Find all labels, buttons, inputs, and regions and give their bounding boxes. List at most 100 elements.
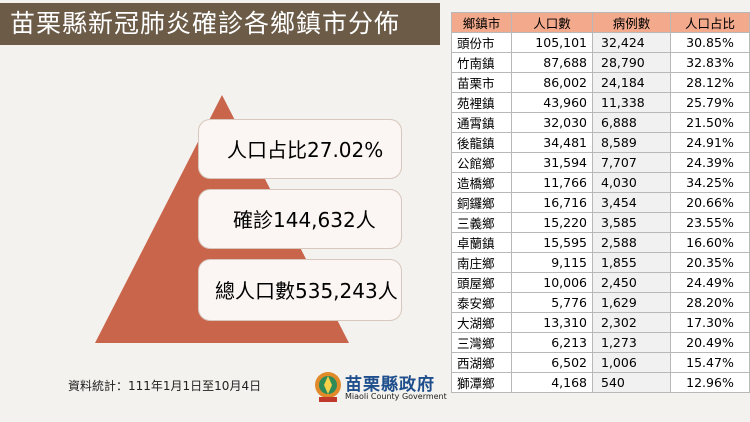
table-row: 後龍鎮 34,481 8,589 24.91% bbox=[451, 132, 750, 153]
cell-population: 105,101 bbox=[511, 32, 593, 53]
table-row: 公館鄉 31,594 7,707 24.39% bbox=[451, 152, 750, 173]
table-row: 通霄鎮 32,030 6,888 21.50% bbox=[451, 112, 750, 133]
table-row: 三義鄉 15,220 3,585 23.55% bbox=[451, 212, 750, 233]
cell-town: 三灣鄉 bbox=[451, 332, 512, 353]
cell-cases: 32,424 bbox=[592, 32, 671, 53]
table-row: 頭份市 105,101 32,424 30.85% bbox=[451, 32, 750, 53]
cell-cases: 11,338 bbox=[592, 92, 671, 113]
cell-town: 後龍鎮 bbox=[451, 132, 512, 153]
cell-ratio: 28.12% bbox=[670, 72, 750, 93]
cell-cases: 1,273 bbox=[592, 332, 671, 353]
cell-ratio: 16.60% bbox=[670, 232, 750, 253]
cell-population: 4,168 bbox=[511, 372, 593, 393]
header-ratio: 人口占比 bbox=[670, 12, 750, 33]
cell-cases: 1,629 bbox=[592, 292, 671, 313]
cell-population: 87,688 bbox=[511, 52, 593, 73]
cell-ratio: 24.91% bbox=[670, 132, 750, 153]
table-row: 竹南鎮 87,688 28,790 32.83% bbox=[451, 52, 750, 73]
table-row: 大湖鄉 13,310 2,302 17.30% bbox=[451, 312, 750, 333]
cell-population: 34,481 bbox=[511, 132, 593, 153]
population-ratio-text: 人口占比27.02% bbox=[227, 138, 384, 162]
cell-town: 西湖鄉 bbox=[451, 352, 512, 373]
cell-ratio: 20.35% bbox=[670, 252, 750, 273]
cell-town: 泰安鄉 bbox=[451, 292, 512, 313]
cell-ratio: 15.47% bbox=[670, 352, 750, 373]
table-row: 南庄鄉 9,115 1,855 20.35% bbox=[451, 252, 750, 273]
cell-cases: 2,302 bbox=[592, 312, 671, 333]
cell-cases: 2,450 bbox=[592, 272, 671, 293]
cell-town: 銅鑼鄉 bbox=[451, 192, 512, 213]
county-logo: 苗栗縣政府 Miaoli County Goverment bbox=[313, 368, 453, 408]
cell-cases: 28,790 bbox=[592, 52, 671, 73]
table-row: 泰安鄉 5,776 1,629 28.20% bbox=[451, 292, 750, 313]
cell-ratio: 24.49% bbox=[670, 272, 750, 293]
cell-cases: 6,888 bbox=[592, 112, 671, 133]
table-row: 頭屋鄉 10,006 2,450 24.49% bbox=[451, 272, 750, 293]
cell-ratio: 12.96% bbox=[670, 372, 750, 393]
cell-town: 獅潭鄉 bbox=[451, 372, 512, 393]
header-cases: 病例數 bbox=[592, 12, 671, 33]
table-row: 獅潭鄉 4,168 540 12.96% bbox=[451, 372, 750, 393]
table-row: 西湖鄉 6,502 1,006 15.47% bbox=[451, 352, 750, 373]
cell-cases: 3,585 bbox=[592, 212, 671, 233]
logo-english: Miaoli County Goverment bbox=[345, 392, 447, 401]
table-row: 銅鑼鄉 16,716 3,454 20.66% bbox=[451, 192, 750, 213]
cell-cases: 2,588 bbox=[592, 232, 671, 253]
cell-cases: 540 bbox=[592, 372, 671, 393]
cell-population: 31,594 bbox=[511, 152, 593, 173]
town-distribution-table: 鄉鎮市 人口數 病例數 人口占比 頭份市 105,101 32,424 30.85% 竹… bbox=[451, 12, 750, 393]
cell-population: 5,776 bbox=[511, 292, 593, 313]
cell-population: 6,213 bbox=[511, 332, 593, 353]
cell-town: 苗栗市 bbox=[451, 72, 512, 93]
confirmed-cases-box: 確診144,632人 bbox=[198, 189, 402, 249]
cell-town: 三義鄉 bbox=[451, 212, 512, 233]
cell-ratio: 34.25% bbox=[670, 172, 750, 193]
header-town: 鄉鎮市 bbox=[451, 12, 512, 33]
cell-ratio: 28.20% bbox=[670, 292, 750, 313]
cell-town: 苑裡鎮 bbox=[451, 92, 512, 113]
cell-population: 6,502 bbox=[511, 352, 593, 373]
cell-ratio: 23.55% bbox=[670, 212, 750, 233]
cell-population: 15,595 bbox=[511, 232, 593, 253]
table-row: 卓蘭鎮 15,595 2,588 16.60% bbox=[451, 232, 750, 253]
cell-population: 16,716 bbox=[511, 192, 593, 213]
cell-town: 大湖鄉 bbox=[451, 312, 512, 333]
cell-population: 15,220 bbox=[511, 212, 593, 233]
table-row: 三灣鄉 6,213 1,273 20.49% bbox=[451, 332, 750, 353]
cell-ratio: 25.79% bbox=[670, 92, 750, 113]
cell-cases: 4,030 bbox=[592, 172, 671, 193]
source-note: 資料統計：111年1月1日至10月4日 bbox=[68, 379, 262, 393]
cell-ratio: 30.85% bbox=[670, 32, 750, 53]
cell-cases: 8,589 bbox=[592, 132, 671, 153]
cell-ratio: 24.39% bbox=[670, 152, 750, 173]
cell-town: 公館鄉 bbox=[451, 152, 512, 173]
cell-population: 10,006 bbox=[511, 272, 593, 293]
cell-population: 9,115 bbox=[511, 252, 593, 273]
cell-town: 通霄鎮 bbox=[451, 112, 512, 133]
miaoli-county-emblem-icon bbox=[315, 372, 341, 402]
header-population: 人口數 bbox=[511, 12, 593, 33]
population-ratio-box: 人口占比27.02% bbox=[198, 119, 402, 179]
cell-cases: 1,855 bbox=[592, 252, 671, 273]
total-population-text: 總人口數535,243人 bbox=[215, 279, 398, 303]
cell-cases: 7,707 bbox=[592, 152, 671, 173]
cell-town: 南庄鄉 bbox=[451, 252, 512, 273]
cell-cases: 3,454 bbox=[592, 192, 671, 213]
cell-ratio: 17.30% bbox=[670, 312, 750, 333]
table-row: 苗栗市 86,002 24,184 28.12% bbox=[451, 72, 750, 93]
cell-town: 頭份市 bbox=[451, 32, 512, 53]
total-population-box: 總人口數535,243人 bbox=[198, 259, 402, 321]
cell-town: 竹南鎮 bbox=[451, 52, 512, 73]
cell-ratio: 20.49% bbox=[670, 332, 750, 353]
cell-population: 86,002 bbox=[511, 72, 593, 93]
cell-ratio: 32.83% bbox=[670, 52, 750, 73]
cell-population: 43,960 bbox=[511, 92, 593, 113]
cell-ratio: 20.66% bbox=[670, 192, 750, 213]
cell-ratio: 21.50% bbox=[670, 112, 750, 133]
page-title: 苗栗縣新冠肺炎確診各鄉鎮市分佈 bbox=[0, 3, 440, 45]
cell-town: 頭屋鄉 bbox=[451, 272, 512, 293]
cell-town: 卓蘭鎮 bbox=[451, 232, 512, 253]
cell-cases: 24,184 bbox=[592, 72, 671, 93]
confirmed-cases-text: 確診144,632人 bbox=[233, 208, 376, 232]
logo-name: 苗栗縣政府 bbox=[345, 375, 435, 395]
